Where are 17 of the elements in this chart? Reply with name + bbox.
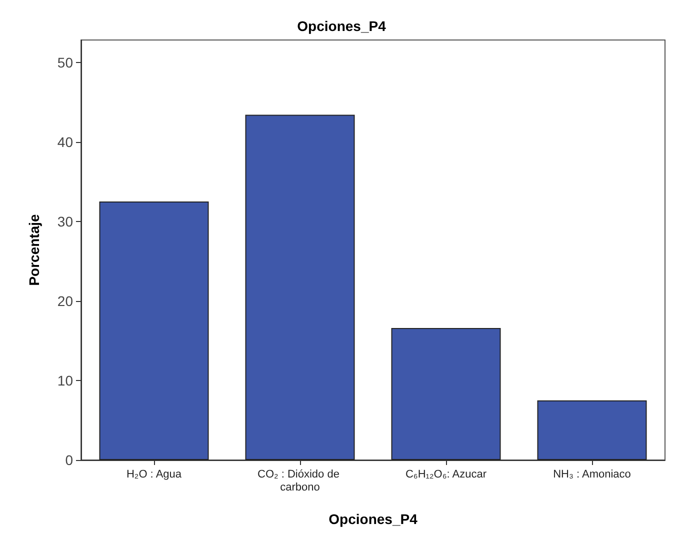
y-axis-title: Porcentaje <box>26 214 42 286</box>
x-tick-label: NH₃ : Amoniaco <box>553 468 631 480</box>
y-tick-label: 20 <box>57 292 74 309</box>
bar <box>537 400 647 460</box>
y-tick-label: 10 <box>57 372 74 388</box>
bar <box>245 114 355 460</box>
y-tick-label: 40 <box>57 134 74 150</box>
x-tick-label: C₆H₁₂O₆: Azucar <box>405 468 487 480</box>
x-tick-label: CO₂ : Dióxido de carbono <box>258 468 342 494</box>
bar <box>391 328 501 460</box>
x-axis-title: Opciones_P4 <box>328 511 418 527</box>
y-tick-label: 0 <box>65 452 74 468</box>
y-tick-label: 50 <box>57 54 74 70</box>
x-tick-label: H₂O : Agua <box>126 468 182 480</box>
bar <box>99 201 209 460</box>
y-tick-label: 30 <box>57 213 74 230</box>
chart-title: Opciones_P4 <box>297 18 386 34</box>
